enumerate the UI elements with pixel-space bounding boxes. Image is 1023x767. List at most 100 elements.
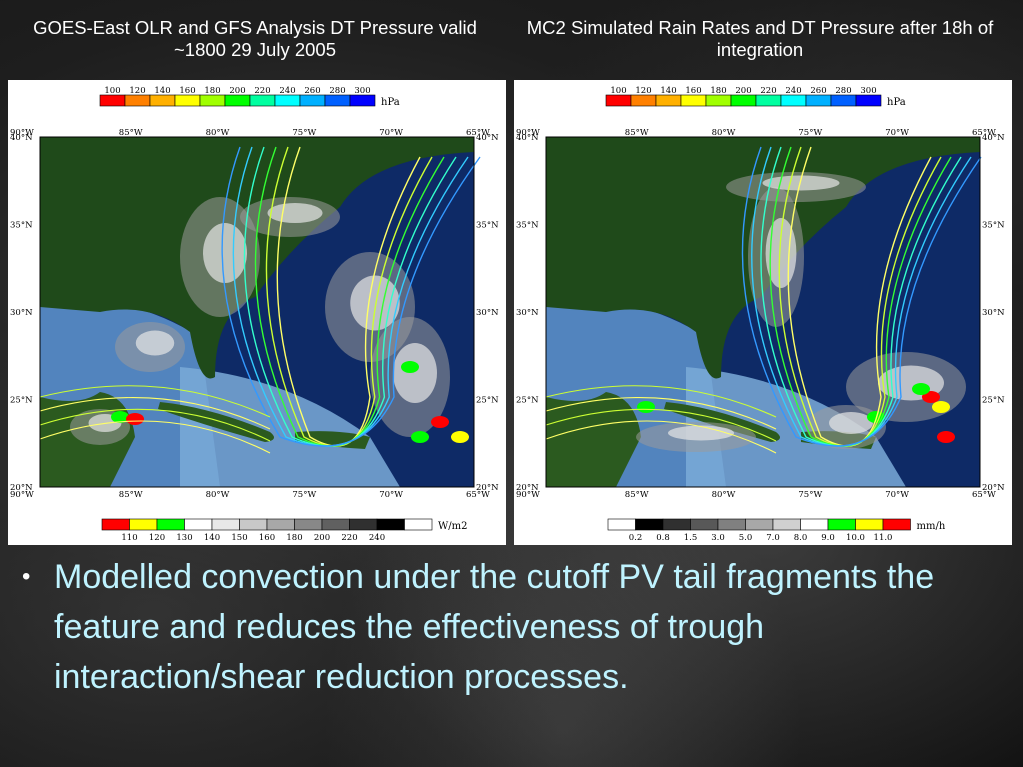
pressure-color-swatch xyxy=(149,94,176,107)
longitude-label-top: 80°W xyxy=(712,128,736,138)
longitude-label-bottom: 80°W xyxy=(712,490,736,500)
convection-hotspot xyxy=(126,413,144,425)
longitude-label-top: 70°W xyxy=(379,128,403,138)
rain-rate-map: 100 120 140 160 180 200 220 240 260 280 300 hPa 90°W… xyxy=(516,86,1005,543)
latitude-label-left: 20°N xyxy=(516,483,539,493)
bottom-tick-label: 120 xyxy=(149,533,165,543)
pressure-color-swatch xyxy=(349,94,376,107)
longitude-label-bottom: 75°W xyxy=(292,490,316,500)
pressure-color-swatch xyxy=(755,94,782,107)
cloud-core xyxy=(203,223,247,283)
bottom-color-swatch xyxy=(882,518,911,531)
pressure-contour-line xyxy=(39,397,271,430)
pressure-tick-label: 280 xyxy=(329,86,345,96)
convection-hotspot xyxy=(912,383,930,395)
longitude-label-top: 75°W xyxy=(292,128,316,138)
convection-hotspot xyxy=(922,391,940,403)
pressure-tick-label: 280 xyxy=(835,86,851,96)
latitude-label-left: 30°N xyxy=(516,308,539,318)
pressure-tick-label: 160 xyxy=(685,86,701,96)
bottom-tick-label: 200 xyxy=(314,533,330,543)
cloud-core xyxy=(135,330,175,356)
pressure-tick-label: 300 xyxy=(860,86,876,96)
pressure-contour-line xyxy=(39,385,271,418)
bottom-color-swatch xyxy=(690,518,719,531)
bottom-tick-label: 110 xyxy=(121,533,137,543)
pressure-tick-label: 120 xyxy=(635,86,651,96)
bottom-tick-label: 160 xyxy=(259,533,275,543)
pressure-tick-label: 220 xyxy=(760,86,776,96)
pressure-color-swatch xyxy=(249,94,276,107)
pressure-contour-line xyxy=(545,408,777,442)
bottom-color-swatch xyxy=(376,518,405,531)
convection-hotspot xyxy=(937,431,955,443)
pressure-tick-label: 240 xyxy=(785,86,801,96)
pressure-color-swatch xyxy=(805,94,832,107)
pressure-color-swatch xyxy=(855,94,882,107)
map-area xyxy=(545,137,982,487)
bottom-tick-label: 8.0 xyxy=(794,533,808,543)
bottom-tick-label: 0.2 xyxy=(629,533,643,543)
convection-hotspot xyxy=(401,361,419,373)
latitude-label-left: 40°N xyxy=(10,133,33,143)
pressure-tick-label: 260 xyxy=(304,86,320,96)
pressure-contour-line xyxy=(39,408,271,442)
pressure-unit-label: hPa xyxy=(381,97,400,108)
bottom-color-swatch xyxy=(404,518,433,531)
pressure-color-swatch xyxy=(605,94,632,107)
bottom-tick-label: 220 xyxy=(341,533,357,543)
pressure-tick-label: 140 xyxy=(660,86,676,96)
map-frame xyxy=(545,136,981,488)
longitude-label-top: 85°W xyxy=(625,128,649,138)
longitude-label-top: 80°W xyxy=(206,128,230,138)
latitude-label-left: 25°N xyxy=(10,396,33,406)
left-panel-title: GOES-East OLR and GFS Analysis DT Pressu… xyxy=(33,17,477,60)
latitude-label-right: 25°N xyxy=(982,396,1005,406)
bottom-tick-label: 10.0 xyxy=(846,533,865,543)
pressure-color-swatch xyxy=(680,94,707,107)
pressure-tick-label: 100 xyxy=(610,86,626,96)
longitude-label-bottom: 70°W xyxy=(885,490,909,500)
latitude-label-right: 40°N xyxy=(982,133,1005,143)
longitude-label-bottom: 90°W xyxy=(516,490,540,500)
latitude-label-right: 35°N xyxy=(982,221,1005,231)
bottom-color-swatch xyxy=(827,518,856,531)
pressure-color-swatch xyxy=(274,94,301,107)
bullet-list: • Modelled convection under the cutoff P… xyxy=(22,552,1012,702)
latitude-label-left: 30°N xyxy=(10,308,33,318)
pressure-tick-label: 120 xyxy=(129,86,145,96)
longitude-label-top: 65°W xyxy=(972,128,996,138)
convection-hotspot xyxy=(932,401,950,413)
longitude-label-bottom: 85°W xyxy=(625,490,649,500)
convection-hotspot xyxy=(431,416,449,428)
yucatan-land xyxy=(546,392,641,487)
pressure-contour-line xyxy=(545,397,777,430)
pressure-tick-label: 160 xyxy=(179,86,195,96)
pressure-tick-label: 100 xyxy=(104,86,120,96)
bottom-tick-label: 7.0 xyxy=(766,533,780,543)
bottom-tick-label: 11.0 xyxy=(874,533,893,543)
pressure-color-swatch xyxy=(830,94,857,107)
right-panel-title: MC2 Simulated Rain Rates and DT Pressure… xyxy=(526,17,994,60)
bottom-tick-label: 9.0 xyxy=(821,533,835,543)
bottom-tick-label: 3.0 xyxy=(711,533,725,543)
longitude-label-bottom: 80°W xyxy=(206,490,230,500)
olr-analysis-map-panel: 100 120 140 160 180 200 220 240 260 280 300 hPa 90°W… xyxy=(8,80,506,545)
caribbean-shallow-water xyxy=(180,367,400,487)
bottom-unit-label: W/m2 xyxy=(438,521,468,532)
pressure-color-swatch xyxy=(224,94,251,107)
map-area xyxy=(39,137,481,487)
pressure-tick-label: 140 xyxy=(154,86,170,96)
latitude-label-right: 35°N xyxy=(476,221,499,231)
cloud-core xyxy=(668,425,734,441)
bottom-tick-label: 5.0 xyxy=(739,533,753,543)
pressure-tick-label: 180 xyxy=(710,86,726,96)
bottom-color-swatch xyxy=(349,518,378,531)
bottom-tick-label: 240 xyxy=(369,533,385,543)
bottom-color-swatch xyxy=(239,518,268,531)
cloud-core xyxy=(393,343,437,403)
pressure-color-swatch xyxy=(99,94,126,107)
pressure-contour-line xyxy=(545,420,777,454)
longitude-label-top: 75°W xyxy=(798,128,822,138)
latitude-label-right: 40°N xyxy=(476,133,499,143)
